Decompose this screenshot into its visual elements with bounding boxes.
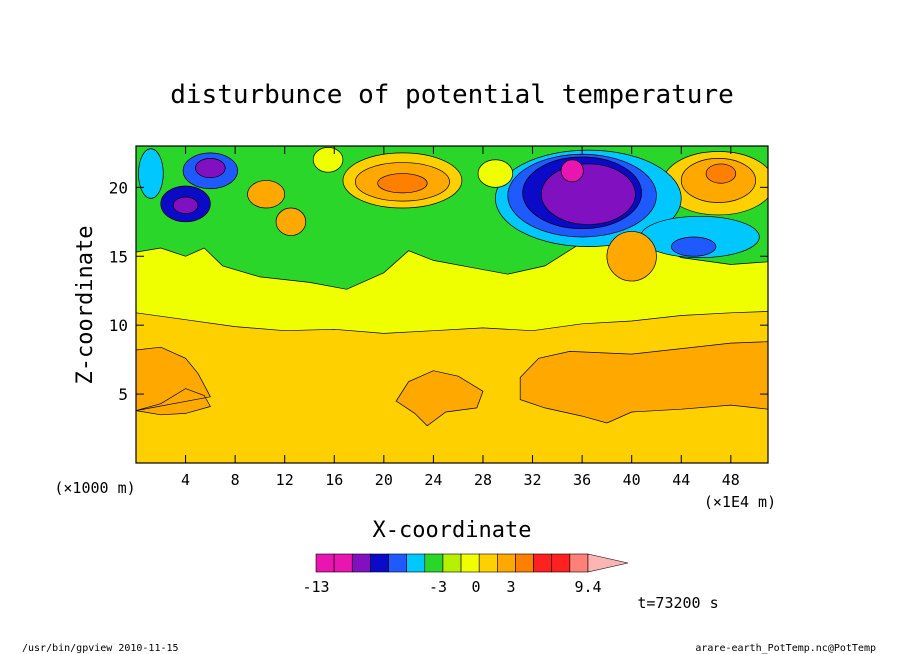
colorbar-label: 9.4 xyxy=(574,578,601,596)
x-tick-label: 48 xyxy=(722,471,740,489)
y-axis-label: Z-coordinate xyxy=(73,226,98,385)
colorbar-label: 0 xyxy=(471,578,480,596)
blob-warm-right-core xyxy=(705,163,737,184)
colorbar-bin xyxy=(478,553,498,573)
x-tick-label: 12 xyxy=(276,471,294,489)
colorbar-labels: -13 -3 0 3 9.4 xyxy=(302,578,601,596)
colorbar-label: -3 xyxy=(429,578,447,596)
x-tick-label: 36 xyxy=(573,471,591,489)
x-units-left-label: (×1000 m) xyxy=(54,479,135,497)
colorbar-bin xyxy=(551,553,571,573)
x-tick-label: 20 xyxy=(375,471,393,489)
y-tick-label: 15 xyxy=(109,247,128,266)
colorbar-label: -13 xyxy=(302,578,329,596)
blob-cold-peak xyxy=(560,159,584,183)
y-tick-label: 10 xyxy=(109,316,128,335)
colorbar-bin xyxy=(515,553,534,573)
x-tick-label: 24 xyxy=(424,471,442,489)
blob-yellow-29 xyxy=(477,159,514,188)
blob-left-core xyxy=(172,196,199,214)
colorbar-bin xyxy=(442,553,462,573)
blob-yellow-16 xyxy=(312,147,344,173)
colorbar xyxy=(315,553,629,573)
blob-orange-16 xyxy=(275,207,307,236)
heatmap-field xyxy=(136,146,768,463)
footer-right: arare-earth_PotTemp.nc@PotTemp xyxy=(695,643,876,654)
colorbar-bin xyxy=(460,553,480,573)
x-tick-label: 8 xyxy=(231,471,240,489)
x-tick-label: 4 xyxy=(181,471,190,489)
colorbar-bin xyxy=(333,553,353,573)
blob-cold-core xyxy=(540,163,636,225)
blob-edge-cyan xyxy=(138,148,164,199)
blob-orange-40 xyxy=(606,231,657,282)
colorbar-bin xyxy=(351,553,371,573)
x-axis-label: X-coordinate xyxy=(373,518,532,543)
region-middle-warm-patch xyxy=(395,370,484,427)
region-lower-band-right xyxy=(519,341,768,424)
x-tick-label: 44 xyxy=(672,471,690,489)
colorbar-extend-arrow xyxy=(587,553,629,573)
x-tick-label: 16 xyxy=(325,471,343,489)
chart-title: disturbunce of potential temperature xyxy=(170,80,734,110)
plot-frame xyxy=(135,145,769,464)
colorbar-bin xyxy=(406,553,426,573)
colorbar-label: 3 xyxy=(506,578,515,596)
footer-left: /usr/bin/gpview 2010-11-15 xyxy=(22,643,179,654)
region-lower-band-left xyxy=(136,346,211,416)
colorbar-bin xyxy=(370,553,389,573)
time-label: t=73200 s xyxy=(637,594,718,612)
x-units-right-label: (×1E4 m) xyxy=(704,493,776,511)
colorbar-bin xyxy=(533,553,553,573)
colorbar-bin xyxy=(424,553,444,573)
blob-left-purple xyxy=(195,158,226,179)
y-axis-ticks: 5 10 15 20 xyxy=(109,178,768,404)
colorbar-bin xyxy=(315,553,335,573)
y-tick-label: 20 xyxy=(109,178,128,197)
y-tick-label: 5 xyxy=(118,385,128,404)
blob-orange-12 xyxy=(247,180,286,209)
colorbar-bin xyxy=(388,553,407,573)
blob-blue-right xyxy=(670,236,717,257)
blob-warm-top-core xyxy=(377,173,428,194)
x-tick-label: 32 xyxy=(524,471,542,489)
colorbar-bin xyxy=(569,553,589,573)
x-axis-ticks: 4 8 12 16 20 24 28 32 36 40 44 48 xyxy=(181,146,740,489)
colorbar-bin xyxy=(497,553,516,573)
x-tick-label: 40 xyxy=(623,471,641,489)
x-tick-label: 28 xyxy=(474,471,492,489)
